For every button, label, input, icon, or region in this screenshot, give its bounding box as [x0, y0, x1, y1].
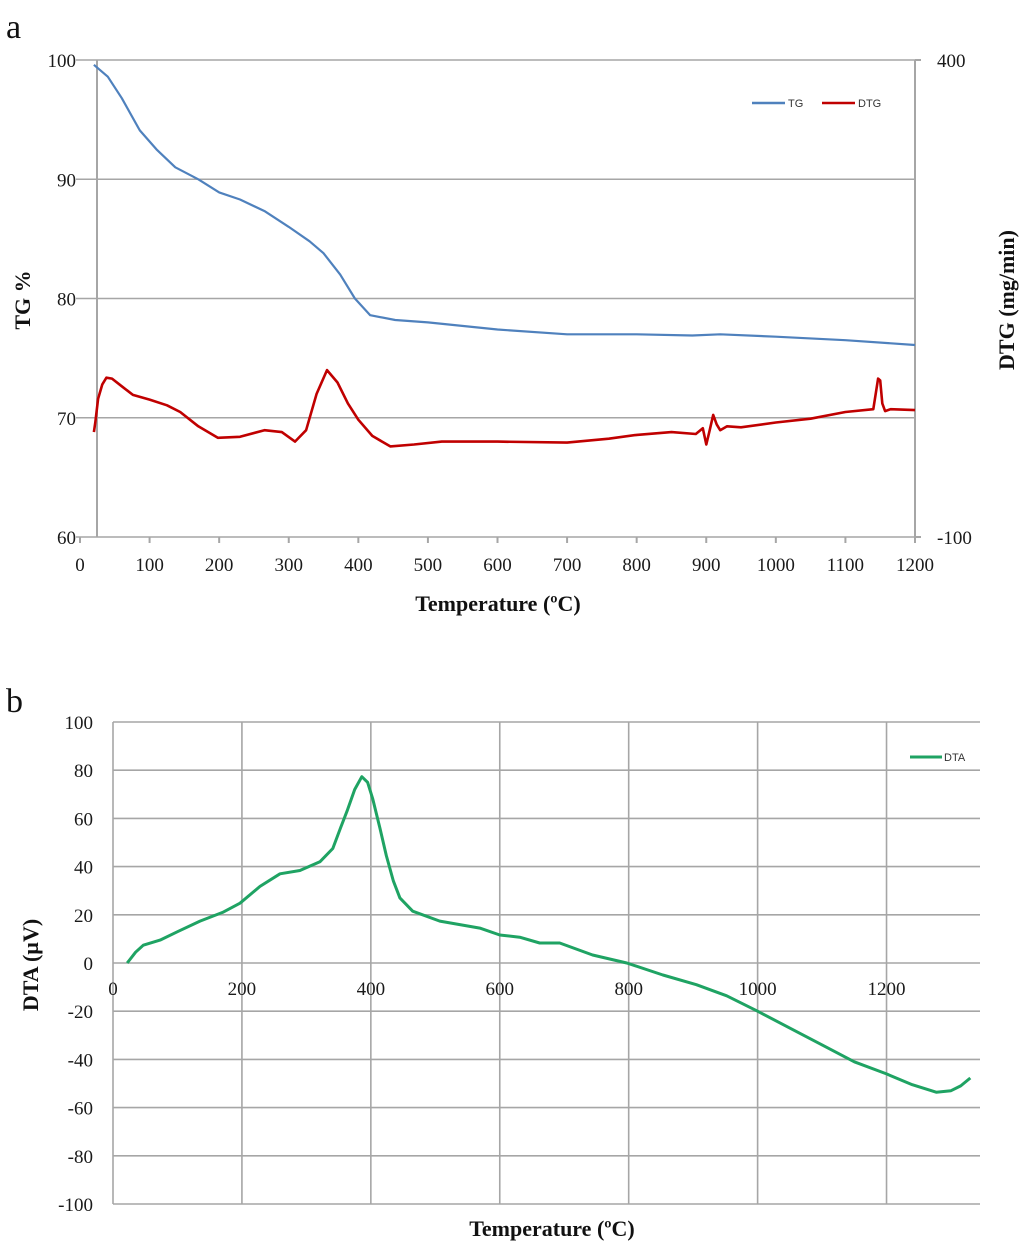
chart-b-x-tick-label: 200	[228, 979, 257, 1000]
chart-a-x-tick-label: 300	[275, 555, 304, 576]
chart-b-x-tick-label: 1000	[739, 979, 777, 1000]
chart-b-x-tick-label: 0	[108, 979, 118, 1000]
chart-b-y-tick-label: 20	[74, 906, 93, 927]
chart-b-legend: DTA	[910, 752, 966, 764]
chart-b-y-tick-label: -40	[68, 1050, 93, 1071]
chart-b-gridlines	[112, 721, 980, 1205]
chart-a-axes	[79, 59, 921, 543]
chart-b-y-tick-label: 40	[74, 858, 93, 879]
chart-b-x-tick-label: 400	[357, 979, 386, 1000]
chart-b-y-tick-label: -80	[68, 1147, 93, 1168]
chart-a-x-tick-label: 1200	[896, 555, 934, 576]
chart-a-x-axis-title: Temperature (ºC)	[415, 591, 581, 616]
chart-a-x-tick-labels: 0 100 200 300 400 500 600 700 800 900 1000 1100 1200	[75, 555, 934, 576]
chart-a-y2-tick-label: -100	[937, 528, 972, 549]
legend-dtg-label: DTG	[858, 98, 881, 110]
chart-a-y-tick-label: 90	[57, 170, 76, 191]
chart-a-y-tick-label: 70	[57, 409, 76, 430]
series-line-tg	[93, 63, 916, 347]
chart-a-y2-tick-label: 400	[937, 51, 966, 72]
chart-a-series	[92, 63, 916, 448]
chart-a-gridlines	[76, 59, 915, 538]
chart-a-y-tick-label: 60	[57, 528, 76, 549]
panel-a-label: a	[6, 9, 21, 46]
chart-b-y-tick-label: -60	[68, 1099, 93, 1120]
chart-b-x-tick-label: 800	[614, 979, 643, 1000]
series-line-dta	[126, 775, 972, 1094]
chart-b-dta: 0 200 400 600 800 1000 1200 -100 -80 -60 -40 -20 0 2…	[18, 713, 980, 1241]
chart-b-y-tick-label: -100	[58, 1195, 93, 1216]
chart-b-y-tick-label: 80	[74, 761, 93, 782]
chart-a-y-tick-label: 100	[48, 51, 77, 72]
chart-a-x-tick-label: 800	[622, 555, 651, 576]
chart-a-x-tick-label: 200	[205, 555, 234, 576]
chart-a-y2-axis-title: DTG (mg/min)	[994, 230, 1019, 370]
chart-a-x-tick-label: 900	[692, 555, 721, 576]
chart-b-y-tick-label: -20	[68, 1002, 93, 1023]
chart-b-y-tick-label: 0	[84, 954, 94, 975]
chart-a-y-tick-labels: 60 70 80 90 100	[48, 51, 77, 549]
chart-b-x-tick-label: 1200	[868, 979, 906, 1000]
chart-a-y2-tick-labels: -100 400	[937, 51, 972, 549]
chart-a-x-tick-label: 700	[553, 555, 582, 576]
chart-a-x-tick-label: 400	[344, 555, 373, 576]
chart-b-y-tick-label: 100	[65, 713, 94, 734]
chart-a-x-tick-label: 0	[75, 555, 85, 576]
chart-a-legend: TG DTG	[752, 98, 881, 110]
chart-a-tg-dtg: 0 100 200 300 400 500 600 700 800 900 1000 1100 1200…	[10, 51, 1019, 616]
chart-a-x-tick-label: 600	[483, 555, 512, 576]
legend-dta-label: DTA	[944, 752, 966, 764]
chart-a-x-tick-label: 1100	[827, 555, 864, 576]
chart-b-x-tick-labels: 0 200 400 600 800 1000 1200	[108, 979, 905, 1000]
chart-b-series	[126, 775, 972, 1094]
chart-a-y-tick-label: 80	[57, 290, 76, 311]
chart-b-x-tick-label: 600	[486, 979, 515, 1000]
chart-a-y-axis-title: TG %	[10, 270, 35, 329]
chart-b-y-tick-label: 60	[74, 809, 93, 830]
chart-b-y-tick-labels: -100 -80 -60 -40 -20 0 20 40 60 80 100	[58, 713, 93, 1216]
chart-a-x-tick-label: 1000	[757, 555, 795, 576]
legend-tg-label: TG	[788, 98, 803, 110]
chart-b-y-axis-title: DTA (µV)	[18, 919, 43, 1011]
panel-b-label: b	[6, 683, 23, 720]
chart-a-x-tick-label: 500	[414, 555, 443, 576]
chart-b-x-axis-title: Temperature (ºC)	[469, 1216, 635, 1241]
series-line-dtg	[92, 368, 916, 448]
chart-a-x-tick-label: 100	[135, 555, 164, 576]
